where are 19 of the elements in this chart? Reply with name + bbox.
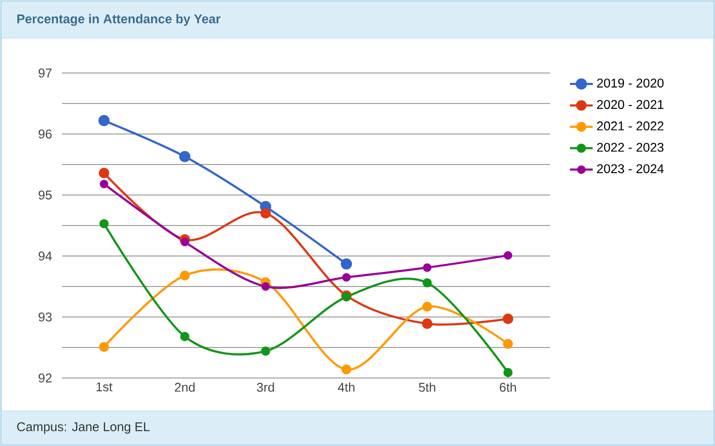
legend-label: 2021 - 2022	[597, 121, 664, 130]
y-tick-label: 95	[38, 190, 52, 200]
x-tick-label: 3rd	[256, 382, 274, 392]
y-tick-label: 97	[38, 68, 52, 78]
legend-label: 2023 - 2024	[597, 164, 664, 174]
y-tick-label: 96	[38, 130, 52, 138]
legend-label: 2019 - 2020	[597, 78, 664, 88]
x-tick-label: 6th	[500, 382, 516, 392]
x-tick-label: 5th	[418, 382, 436, 392]
x-tick-label: 1st	[96, 382, 112, 392]
y-tick-label: 92	[38, 374, 52, 382]
x-tick-label: 4th	[338, 382, 354, 392]
y-tick-label: 94	[38, 252, 52, 260]
legend-label: 2020 - 2021	[597, 100, 664, 109]
y-tick-label: 93	[38, 312, 52, 322]
x-tick-label: 2nd	[174, 382, 195, 392]
text: Campus: Jane Long EL	[17, 422, 150, 434]
chart-title: Percentage in Attendance by Year	[17, 14, 220, 26]
legend-label: 2022 - 2023	[597, 142, 664, 152]
